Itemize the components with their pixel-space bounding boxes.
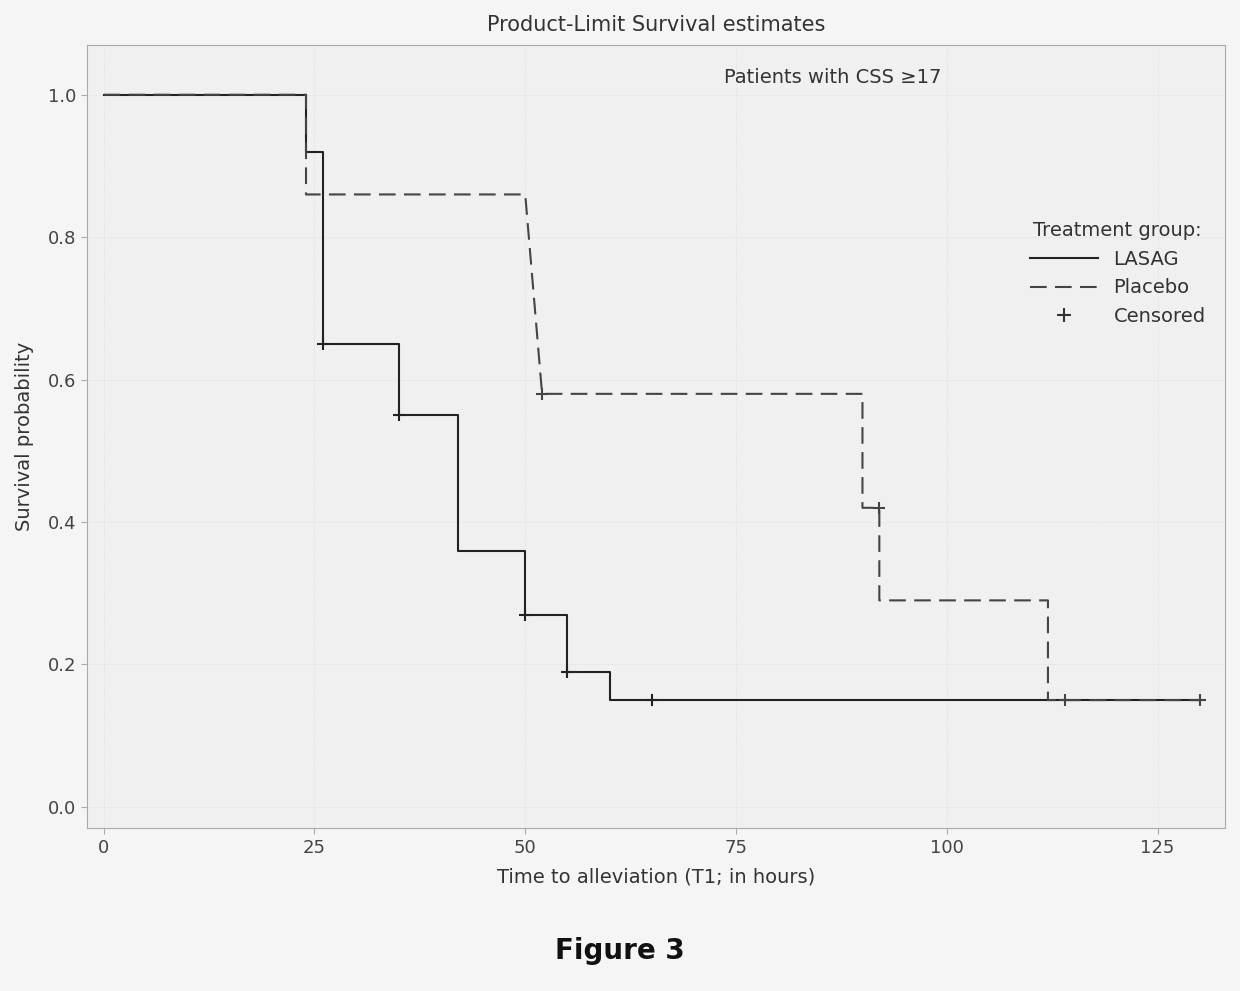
Placebo	[299, 89, 314, 101]
Placebo	[534, 387, 549, 399]
Placebo	[856, 387, 870, 399]
LASAG	[97, 89, 112, 101]
Placebo	[1058, 694, 1073, 706]
LASAG	[1193, 694, 1208, 706]
LASAG	[645, 694, 660, 706]
Placebo	[518, 188, 533, 200]
LASAG	[1040, 694, 1055, 706]
Text: Figure 3: Figure 3	[556, 937, 684, 965]
Placebo	[534, 387, 549, 399]
LASAG	[603, 666, 618, 678]
Placebo	[1040, 595, 1055, 606]
LASAG	[603, 694, 618, 706]
Placebo	[1193, 694, 1208, 706]
LASAG	[450, 545, 465, 557]
LASAG	[1040, 694, 1055, 706]
Y-axis label: Survival probability: Survival probability	[15, 342, 33, 531]
Placebo	[898, 595, 913, 606]
Title: Product-Limit Survival estimates: Product-Limit Survival estimates	[487, 15, 825, 35]
LASAG	[645, 694, 660, 706]
Placebo	[518, 188, 533, 200]
LASAG	[872, 694, 887, 706]
LASAG	[299, 146, 314, 158]
Placebo	[1193, 694, 1208, 706]
Placebo	[299, 188, 314, 200]
LASAG	[450, 409, 465, 421]
Placebo	[898, 595, 913, 606]
X-axis label: Time to alleviation (T1; in hours): Time to alleviation (T1; in hours)	[497, 868, 815, 887]
Placebo	[1058, 694, 1073, 706]
Text: Patients with CSS ≥17: Patients with CSS ≥17	[724, 68, 941, 87]
Placebo	[856, 501, 870, 513]
Placebo	[97, 89, 112, 101]
Line: LASAG: LASAG	[104, 95, 1200, 700]
LASAG	[315, 338, 330, 350]
LASAG	[299, 89, 314, 101]
Line: Placebo: Placebo	[104, 95, 1200, 700]
LASAG	[315, 146, 330, 158]
LASAG	[392, 338, 407, 350]
LASAG	[560, 666, 575, 678]
LASAG	[560, 608, 575, 620]
Legend: LASAG, Placebo, Censored: LASAG, Placebo, Censored	[1021, 211, 1215, 336]
Placebo	[1040, 694, 1055, 706]
Placebo	[872, 501, 887, 513]
LASAG	[518, 608, 533, 620]
LASAG	[872, 694, 887, 706]
LASAG	[518, 545, 533, 557]
Placebo	[872, 595, 887, 606]
LASAG	[392, 409, 407, 421]
